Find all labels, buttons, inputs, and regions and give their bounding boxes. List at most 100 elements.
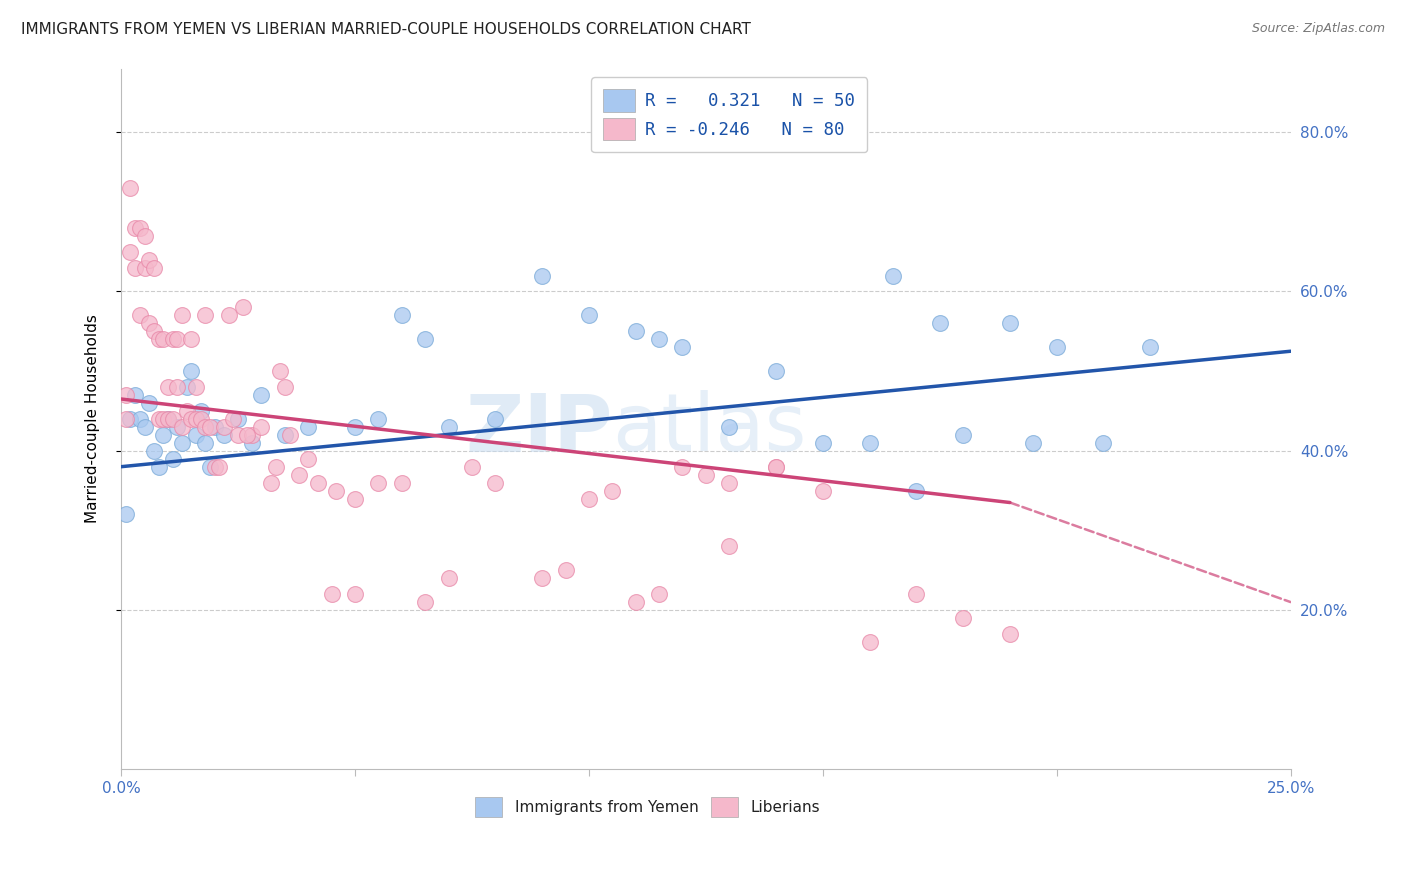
Point [624, 324, 647, 338]
Point [413, 595, 436, 609]
Point [765, 364, 787, 378]
Point [367, 475, 389, 490]
Point [260, 475, 283, 490]
Point [307, 475, 329, 490]
Point [204, 420, 226, 434]
Point [176, 380, 198, 394]
Point [148, 332, 170, 346]
Point [648, 587, 671, 601]
Point [166, 332, 188, 346]
Point [765, 459, 787, 474]
Point [1139, 340, 1161, 354]
Point [194, 420, 217, 434]
Text: IMMIGRANTS FROM YEMEN VS LIBERIAN MARRIED-COUPLE HOUSEHOLDS CORRELATION CHART: IMMIGRANTS FROM YEMEN VS LIBERIAN MARRIE… [21, 22, 751, 37]
Point [858, 435, 880, 450]
Point [297, 420, 319, 434]
Point [1046, 340, 1069, 354]
Point [624, 595, 647, 609]
Point [152, 412, 174, 426]
Point [811, 435, 834, 450]
Point [269, 364, 291, 378]
Point [882, 268, 904, 283]
Point [194, 435, 217, 450]
Point [531, 268, 554, 283]
Point [461, 459, 484, 474]
Text: atlas: atlas [612, 391, 807, 468]
Point [1092, 435, 1115, 450]
Point [765, 459, 787, 474]
Point [648, 332, 671, 346]
Point [166, 380, 188, 394]
Point [120, 181, 142, 195]
Point [297, 451, 319, 466]
Point [142, 324, 165, 338]
Point [138, 396, 160, 410]
Point [138, 252, 160, 267]
Point [134, 420, 156, 434]
Point [190, 412, 212, 426]
Point [240, 435, 263, 450]
Y-axis label: Married-couple Households: Married-couple Households [86, 315, 100, 524]
Point [413, 332, 436, 346]
Point [128, 412, 150, 426]
Point [114, 388, 136, 402]
Point [437, 571, 460, 585]
Point [236, 427, 259, 442]
Point [264, 459, 287, 474]
Point [114, 508, 136, 522]
Point [184, 380, 207, 394]
Point [180, 332, 202, 346]
Point [114, 412, 136, 426]
Point [134, 260, 156, 275]
Point [124, 220, 146, 235]
Point [998, 627, 1021, 641]
Point [180, 364, 202, 378]
Point [437, 420, 460, 434]
Point [858, 635, 880, 649]
Point [142, 443, 165, 458]
Point [325, 483, 347, 498]
Point [578, 309, 600, 323]
Point [162, 412, 184, 426]
Point [578, 491, 600, 506]
Point [176, 404, 198, 418]
Point [718, 539, 741, 553]
Point [367, 412, 389, 426]
Point [344, 491, 367, 506]
Point [184, 427, 207, 442]
Point [274, 427, 297, 442]
Point [142, 260, 165, 275]
Point [212, 427, 235, 442]
Point [344, 420, 367, 434]
Point [226, 427, 249, 442]
Point [124, 260, 146, 275]
Point [671, 459, 693, 474]
Point [250, 388, 273, 402]
Point [156, 380, 179, 394]
Point [905, 483, 928, 498]
Point [288, 467, 311, 482]
Point [148, 412, 170, 426]
Point [391, 475, 413, 490]
Point [152, 427, 174, 442]
Point [134, 228, 156, 243]
Point [212, 420, 235, 434]
Point [952, 611, 974, 625]
Point [718, 475, 741, 490]
Point [198, 420, 221, 434]
Point [952, 427, 974, 442]
Point [170, 420, 193, 434]
Point [166, 420, 188, 434]
Point [928, 317, 950, 331]
Point [278, 427, 301, 442]
Point [120, 244, 142, 259]
Point [190, 404, 212, 418]
Point [484, 475, 506, 490]
Point [162, 451, 184, 466]
Point [226, 412, 249, 426]
Point [218, 309, 240, 323]
Point [905, 587, 928, 601]
Point [600, 483, 623, 498]
Point [156, 412, 179, 426]
Point [718, 420, 741, 434]
